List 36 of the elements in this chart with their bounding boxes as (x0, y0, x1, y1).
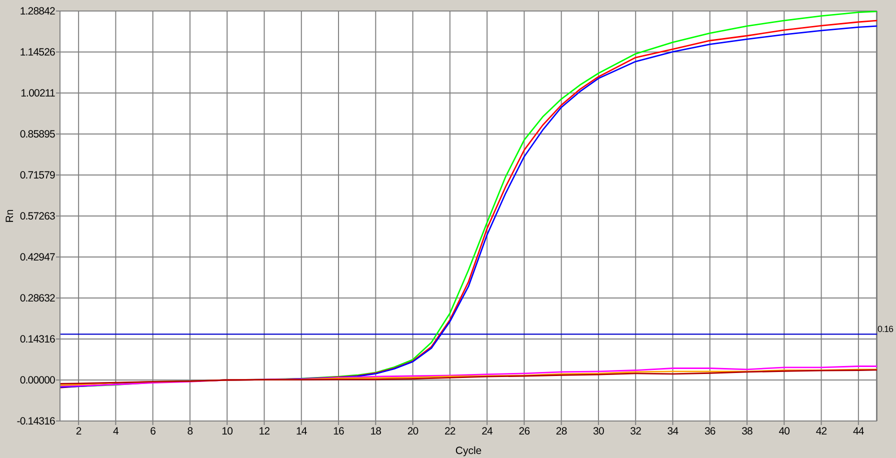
x-tick-label: 40 (778, 425, 790, 438)
y-tick-label: 0.42947 (20, 252, 56, 264)
x-tick-label: 32 (630, 425, 642, 438)
x-tick-label: 2 (76, 425, 82, 438)
x-tick-label: 22 (444, 425, 456, 438)
x-tick-label: 30 (593, 425, 604, 438)
y-tick-label: -0.14316 (16, 416, 56, 428)
x-tick-label: 24 (482, 425, 494, 438)
y-tick-label: 1.00211 (20, 88, 56, 100)
x-tick-label: 16 (333, 425, 345, 438)
x-tick-label: 34 (667, 425, 679, 438)
x-tick-label: 8 (187, 425, 194, 438)
x-tick-label: 12 (258, 425, 270, 438)
x-tick-label: 14 (296, 425, 308, 438)
y-tick-label: 1.14526 (20, 46, 56, 59)
x-tick-label: 26 (518, 425, 530, 438)
y-tick-label: 0.00000 (20, 374, 56, 387)
x-tick-label: 10 (222, 425, 234, 438)
x-tick-label: 38 (742, 425, 754, 438)
x-tick-label: 6 (150, 425, 156, 438)
y-tick-label: 0.28632 (20, 292, 56, 305)
y-tick-label: 1.28842 (20, 6, 56, 18)
x-tick-label: 42 (816, 425, 828, 438)
y-tick-label: 0.71579 (20, 170, 56, 182)
y-axis-title: Rn (4, 209, 16, 223)
y-tick-label: 0.57263 (20, 210, 56, 223)
y-tick-label: 0.14316 (20, 334, 56, 346)
ref-line-label: 0.16 (878, 324, 894, 334)
x-tick-label: 44 (852, 425, 864, 438)
x-tick-label: 36 (704, 425, 716, 438)
x-tick-label: 28 (556, 425, 568, 438)
x-tick-label: 4 (112, 425, 119, 438)
y-tick-label: 0.85895 (20, 128, 56, 141)
x-axis-title: Cycle (455, 445, 482, 457)
x-tick-label: 18 (370, 425, 382, 438)
x-tick-label: 20 (407, 425, 419, 438)
